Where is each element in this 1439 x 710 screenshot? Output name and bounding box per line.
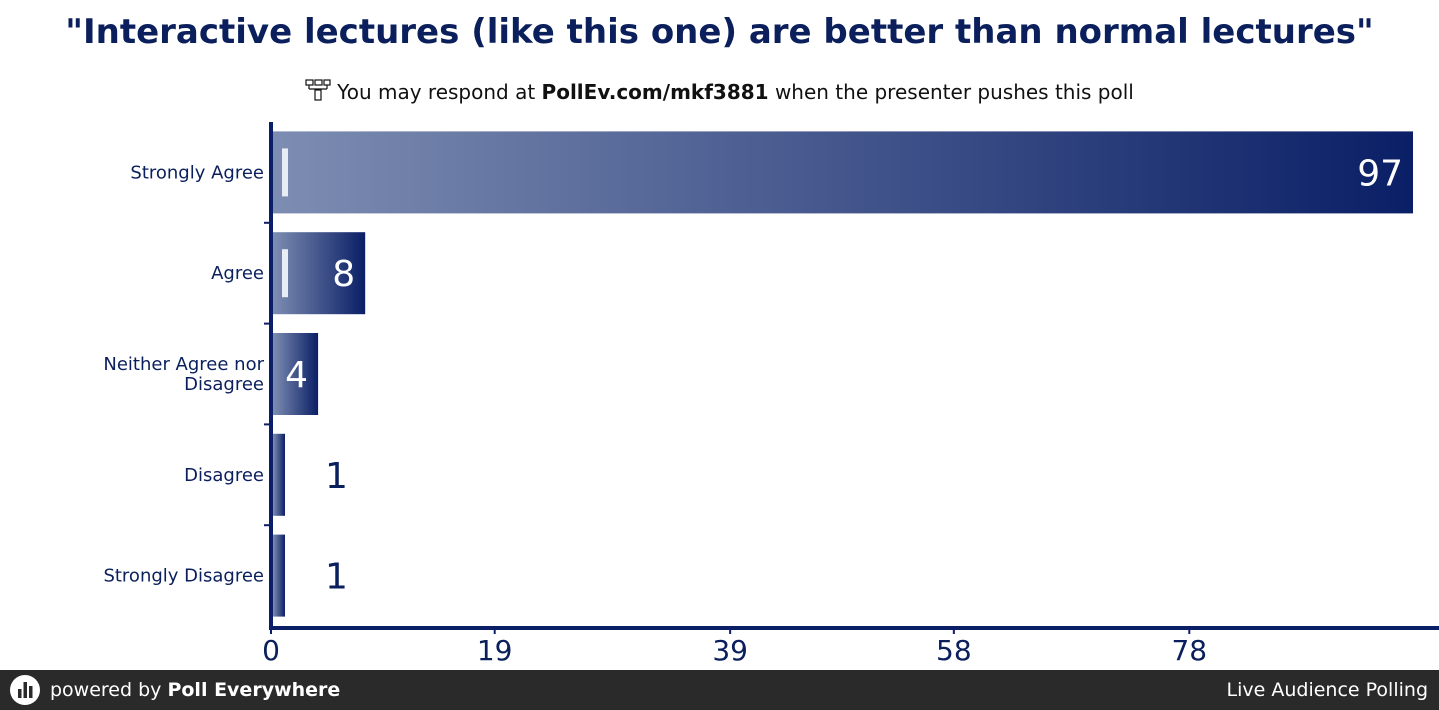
bar-0 [273, 131, 1413, 214]
bar-3 [273, 433, 285, 516]
category-label: Strongly Agree [130, 162, 264, 183]
data-label: 4 [285, 355, 308, 396]
powered-by-text[interactable]: powered by Poll Everywhere [50, 679, 340, 701]
data-label: 97 [1357, 153, 1403, 194]
tagline: Live Audience Polling [1226, 679, 1428, 701]
x-tick-label: 0 [262, 634, 280, 667]
poll-everywhere-logo-icon[interactable] [10, 675, 40, 705]
x-tick-label: 58 [936, 634, 972, 667]
bar-4 [273, 534, 285, 617]
poll-url[interactable]: PollEv.com/mkf3881 [541, 80, 769, 104]
chart-subtitle: You may respond at PollEv.com/mkf3881 wh… [0, 79, 1439, 106]
bar-highlight [282, 148, 288, 197]
category-label: Disagree [184, 465, 264, 486]
category-label: Neither Agree nor Disagree [103, 354, 264, 395]
data-label: 1 [325, 557, 348, 598]
brand-name: Poll Everywhere [167, 679, 341, 701]
chart-title: "Interactive lectures (like this one) ar… [65, 12, 1374, 52]
x-tick-label: 19 [477, 634, 513, 667]
bar-1 [273, 232, 366, 315]
x-tick-label: 39 [712, 634, 748, 667]
category-label: Strongly Disagree [103, 566, 264, 587]
category-label: Agree [211, 263, 264, 284]
data-label: 1 [325, 456, 348, 497]
subtitle-prefix: You may respond at [337, 80, 536, 104]
bar-chart: 97 Strongly Agree 8 Agree 4 Neither Agree nor… [103, 122, 1439, 667]
footer-bar: powered by Poll Everywhere Live Audience… [0, 670, 1439, 710]
text-message-icon [305, 79, 331, 106]
subtitle-suffix: when the presenter pushes this poll [774, 80, 1134, 104]
bar-2 [273, 333, 319, 415]
x-tick-label: 78 [1171, 634, 1207, 667]
bar-highlight [282, 249, 288, 298]
data-label: 8 [332, 254, 355, 295]
powered-prefix: powered by [50, 679, 162, 701]
